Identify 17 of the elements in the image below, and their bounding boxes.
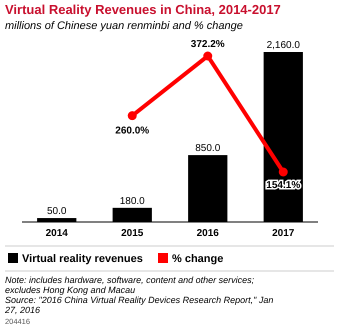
chart-subtitle: millions of Chinese yuan renminbi and % change: [5, 20, 243, 32]
data-label: 2,160.0: [266, 40, 300, 51]
data-label: 850.0: [195, 143, 221, 154]
data-label: 50.0: [47, 206, 67, 218]
source-note: Source: "2016 China Virtual Reality Devices Research Report," Jan 27, 2016: [4, 295, 274, 315]
data-label: 260.0%: [115, 126, 150, 137]
x-tick-label: 2014: [46, 228, 68, 239]
chart-title: Virtual Reality Revenues in China, 2014-2017: [5, 2, 281, 17]
legend-label: Virtual reality revenues: [22, 253, 143, 265]
x-tick-label: 2016: [196, 228, 220, 239]
legend-label: % change: [172, 253, 224, 265]
text: Note: includes hardware, software, content and other services; excludes Hong Kong and Macau: [5, 275, 255, 295]
x-tick-label: 2017: [272, 228, 295, 239]
data-label: 180.0: [120, 196, 146, 207]
data-label: 154.1%: [266, 180, 300, 191]
data-label: 372.2%: [190, 39, 225, 50]
x-tick-label: 2015: [121, 228, 144, 239]
